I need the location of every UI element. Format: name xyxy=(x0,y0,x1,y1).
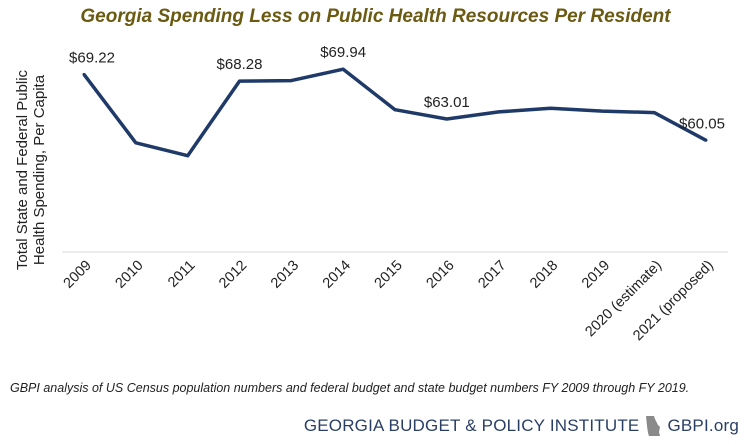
site-link[interactable]: GBPI.org xyxy=(667,416,739,435)
data-point xyxy=(238,79,241,83)
data-point xyxy=(186,154,190,158)
data-label: $69.22 xyxy=(69,49,115,66)
data-label: $60.05 xyxy=(679,115,725,132)
data-point xyxy=(652,111,656,115)
data-point xyxy=(82,72,86,76)
x-tick-label: 2010 xyxy=(113,258,147,292)
source-note: GBPI analysis of US Census population nu… xyxy=(10,381,690,395)
georgia-state-icon xyxy=(646,416,661,436)
data-point xyxy=(393,108,397,112)
x-tick-label: 2012 xyxy=(216,258,250,292)
series-line xyxy=(82,67,707,158)
data-point xyxy=(134,141,138,145)
x-tick-label: 2014 xyxy=(320,258,354,292)
data-label: $69.94 xyxy=(320,44,366,61)
data-point xyxy=(289,79,293,83)
chart-title: Georgia Spending Less on Public Health R… xyxy=(80,6,671,27)
x-tick-label: 2017 xyxy=(475,258,509,292)
line-chart: $69.22 $68.28 $69.94 $63.01 $60.05 2009 2010 20… xyxy=(61,44,728,344)
x-tick-label: 2013 xyxy=(268,258,302,292)
data-point xyxy=(600,109,604,113)
x-tick-label: 2018 xyxy=(527,258,561,292)
x-tick-label: 2015 xyxy=(372,258,406,292)
data-point xyxy=(341,67,345,71)
data-label: $63.01 xyxy=(424,94,470,111)
x-tick-label: 2011 xyxy=(165,258,198,291)
org-name: GEORGIA BUDGET & POLICY INSTITUTE xyxy=(303,416,640,435)
data-point xyxy=(704,138,708,142)
x-tick-label: 2019 xyxy=(579,258,613,292)
data-label: $68.28 xyxy=(217,56,263,73)
footer-branding: GEORGIA BUDGET & POLICY INSTITUTE GBPI.o… xyxy=(304,415,739,437)
data-point xyxy=(445,117,449,121)
x-tick-label: 2016 xyxy=(424,258,458,292)
data-point xyxy=(497,110,501,114)
x-tick-label: 2009 xyxy=(61,258,95,292)
data-point xyxy=(549,106,552,110)
